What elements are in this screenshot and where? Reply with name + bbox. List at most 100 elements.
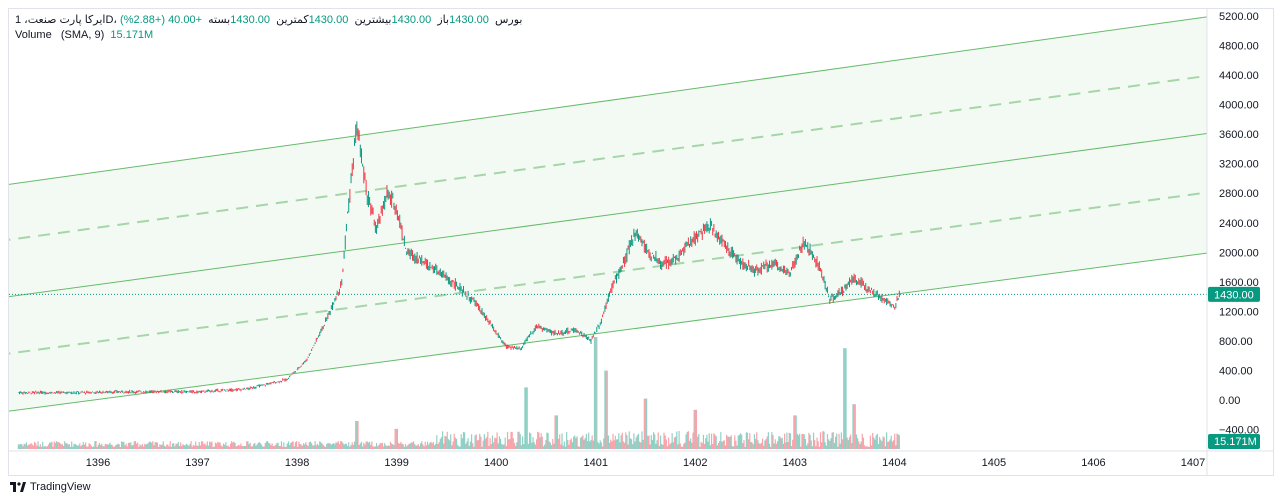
volume-bar (177, 442, 179, 449)
volume-bar (204, 443, 206, 449)
volume-bar (659, 435, 662, 449)
volume-bar (686, 431, 688, 449)
channel-line[interactable] (9, 191, 1208, 355)
time-tick-label: 1398 (285, 457, 309, 469)
volume-bar (510, 431, 512, 449)
volume-bar (537, 431, 539, 449)
volume-legend[interactable]: Volume (SMA, 9) 15.171M (15, 29, 153, 41)
volume-bar (338, 444, 341, 449)
channel-line[interactable] (9, 252, 1208, 412)
volume-bar (765, 439, 767, 449)
volume-bar (795, 415, 797, 449)
volume-bar (424, 441, 426, 449)
volume-bar (850, 434, 852, 449)
volume-bar (337, 441, 339, 449)
volume-bar (703, 443, 706, 449)
volume-bar (759, 443, 761, 449)
volume-bar (273, 445, 276, 449)
volume-bar (88, 443, 90, 449)
chart-frame[interactable]: 5200.00 4800.00 4400.00 4000.00 3600.00 3200.… (8, 8, 1274, 476)
volume-bar (229, 443, 232, 449)
volume-bar (748, 439, 750, 449)
volume-bar (439, 438, 441, 449)
volume-bar (872, 432, 874, 449)
volume-bar (180, 442, 182, 449)
volume-bar (388, 445, 390, 449)
volume-bar (444, 435, 446, 449)
volume-bar (885, 432, 888, 449)
volume-bar (341, 441, 343, 449)
volume-bar (481, 446, 483, 449)
volume-bar (360, 441, 363, 449)
volume-bar (854, 404, 856, 449)
volume-bar (293, 446, 295, 449)
volume-bar (340, 441, 342, 449)
channel-line[interactable] (9, 132, 1208, 298)
volume-bar (624, 442, 626, 449)
volume-bar (31, 444, 33, 449)
volume-bar (378, 444, 380, 449)
volume-bar (187, 444, 189, 449)
volume-bar (464, 432, 466, 449)
volume-bar (593, 337, 596, 449)
volume-bar (845, 348, 847, 449)
volume-bar (475, 434, 477, 449)
price-tick-label: 1200.00 (1219, 306, 1259, 318)
channel-line[interactable] (9, 74, 1208, 241)
volume-bar (562, 445, 564, 449)
volume-bar (368, 441, 371, 449)
volume-bar (669, 444, 671, 449)
volume-bar (59, 443, 61, 449)
volume-bar (626, 435, 628, 449)
volume-bar (627, 444, 629, 449)
volume-bar (170, 446, 172, 449)
volume-bar (596, 337, 598, 449)
regression-channel[interactable] (9, 16, 1208, 413)
volume-bar (81, 444, 83, 449)
volume-bar (24, 444, 26, 449)
volume-bar (539, 437, 541, 449)
volume-bar (491, 435, 494, 449)
close-value: 1430.00 (230, 14, 271, 26)
volume-bar (238, 444, 240, 449)
volume-bar (583, 439, 585, 449)
volume-bar (772, 434, 774, 449)
volume-bar (590, 440, 592, 449)
volume-bar (419, 443, 422, 449)
time-tick-label: 1404 (882, 457, 906, 469)
volume-bar (761, 438, 764, 449)
footer-brand[interactable]: TradingView (10, 481, 91, 493)
ohlc-legend[interactable]: ایرکا پارت صنعت، 1D، بورس 1430.00باز 143… (15, 13, 522, 26)
volume-bar (526, 387, 528, 449)
channel-line[interactable] (9, 16, 1208, 186)
symbol-title[interactable]: ایرکا پارت صنعت، 1D، بورس (15, 14, 523, 26)
volume-bar (148, 441, 150, 449)
volume-bar (658, 445, 660, 449)
volume-bar (300, 444, 302, 449)
volume-bar (168, 446, 170, 449)
volume-bar (284, 446, 286, 449)
volume-bar (414, 444, 416, 449)
price-axis[interactable]: 5200.00 4800.00 4400.00 4000.00 3600.00 3200.… (1219, 11, 1259, 437)
volume-bar (75, 444, 77, 449)
volume-bar (402, 444, 404, 449)
volume-bar (276, 443, 278, 449)
price-chart[interactable]: 5200.00 4800.00 4400.00 4000.00 3600.00 3200.… (9, 9, 1273, 475)
volume-bar (814, 440, 816, 449)
volume-bar (713, 433, 715, 449)
volume-bar (570, 438, 572, 449)
volume-bar (819, 432, 822, 449)
volume-bar (657, 432, 659, 449)
time-tick-label: 1407 (1181, 457, 1205, 469)
volume-bar (634, 441, 636, 449)
time-axis[interactable]: 1396 1397 1398 1399 1400 1401 1402 1403 1404 1405… (86, 457, 1205, 469)
volume-bar (524, 387, 526, 449)
volume-bar (821, 442, 823, 449)
volume-bar (159, 444, 161, 449)
volume-bar (502, 444, 504, 449)
volume-bar (774, 439, 776, 449)
volume-bar (69, 446, 72, 449)
volume-bar (726, 434, 728, 449)
volume-value-badge: 15.171M (1208, 434, 1260, 449)
volume-bar (66, 443, 68, 449)
